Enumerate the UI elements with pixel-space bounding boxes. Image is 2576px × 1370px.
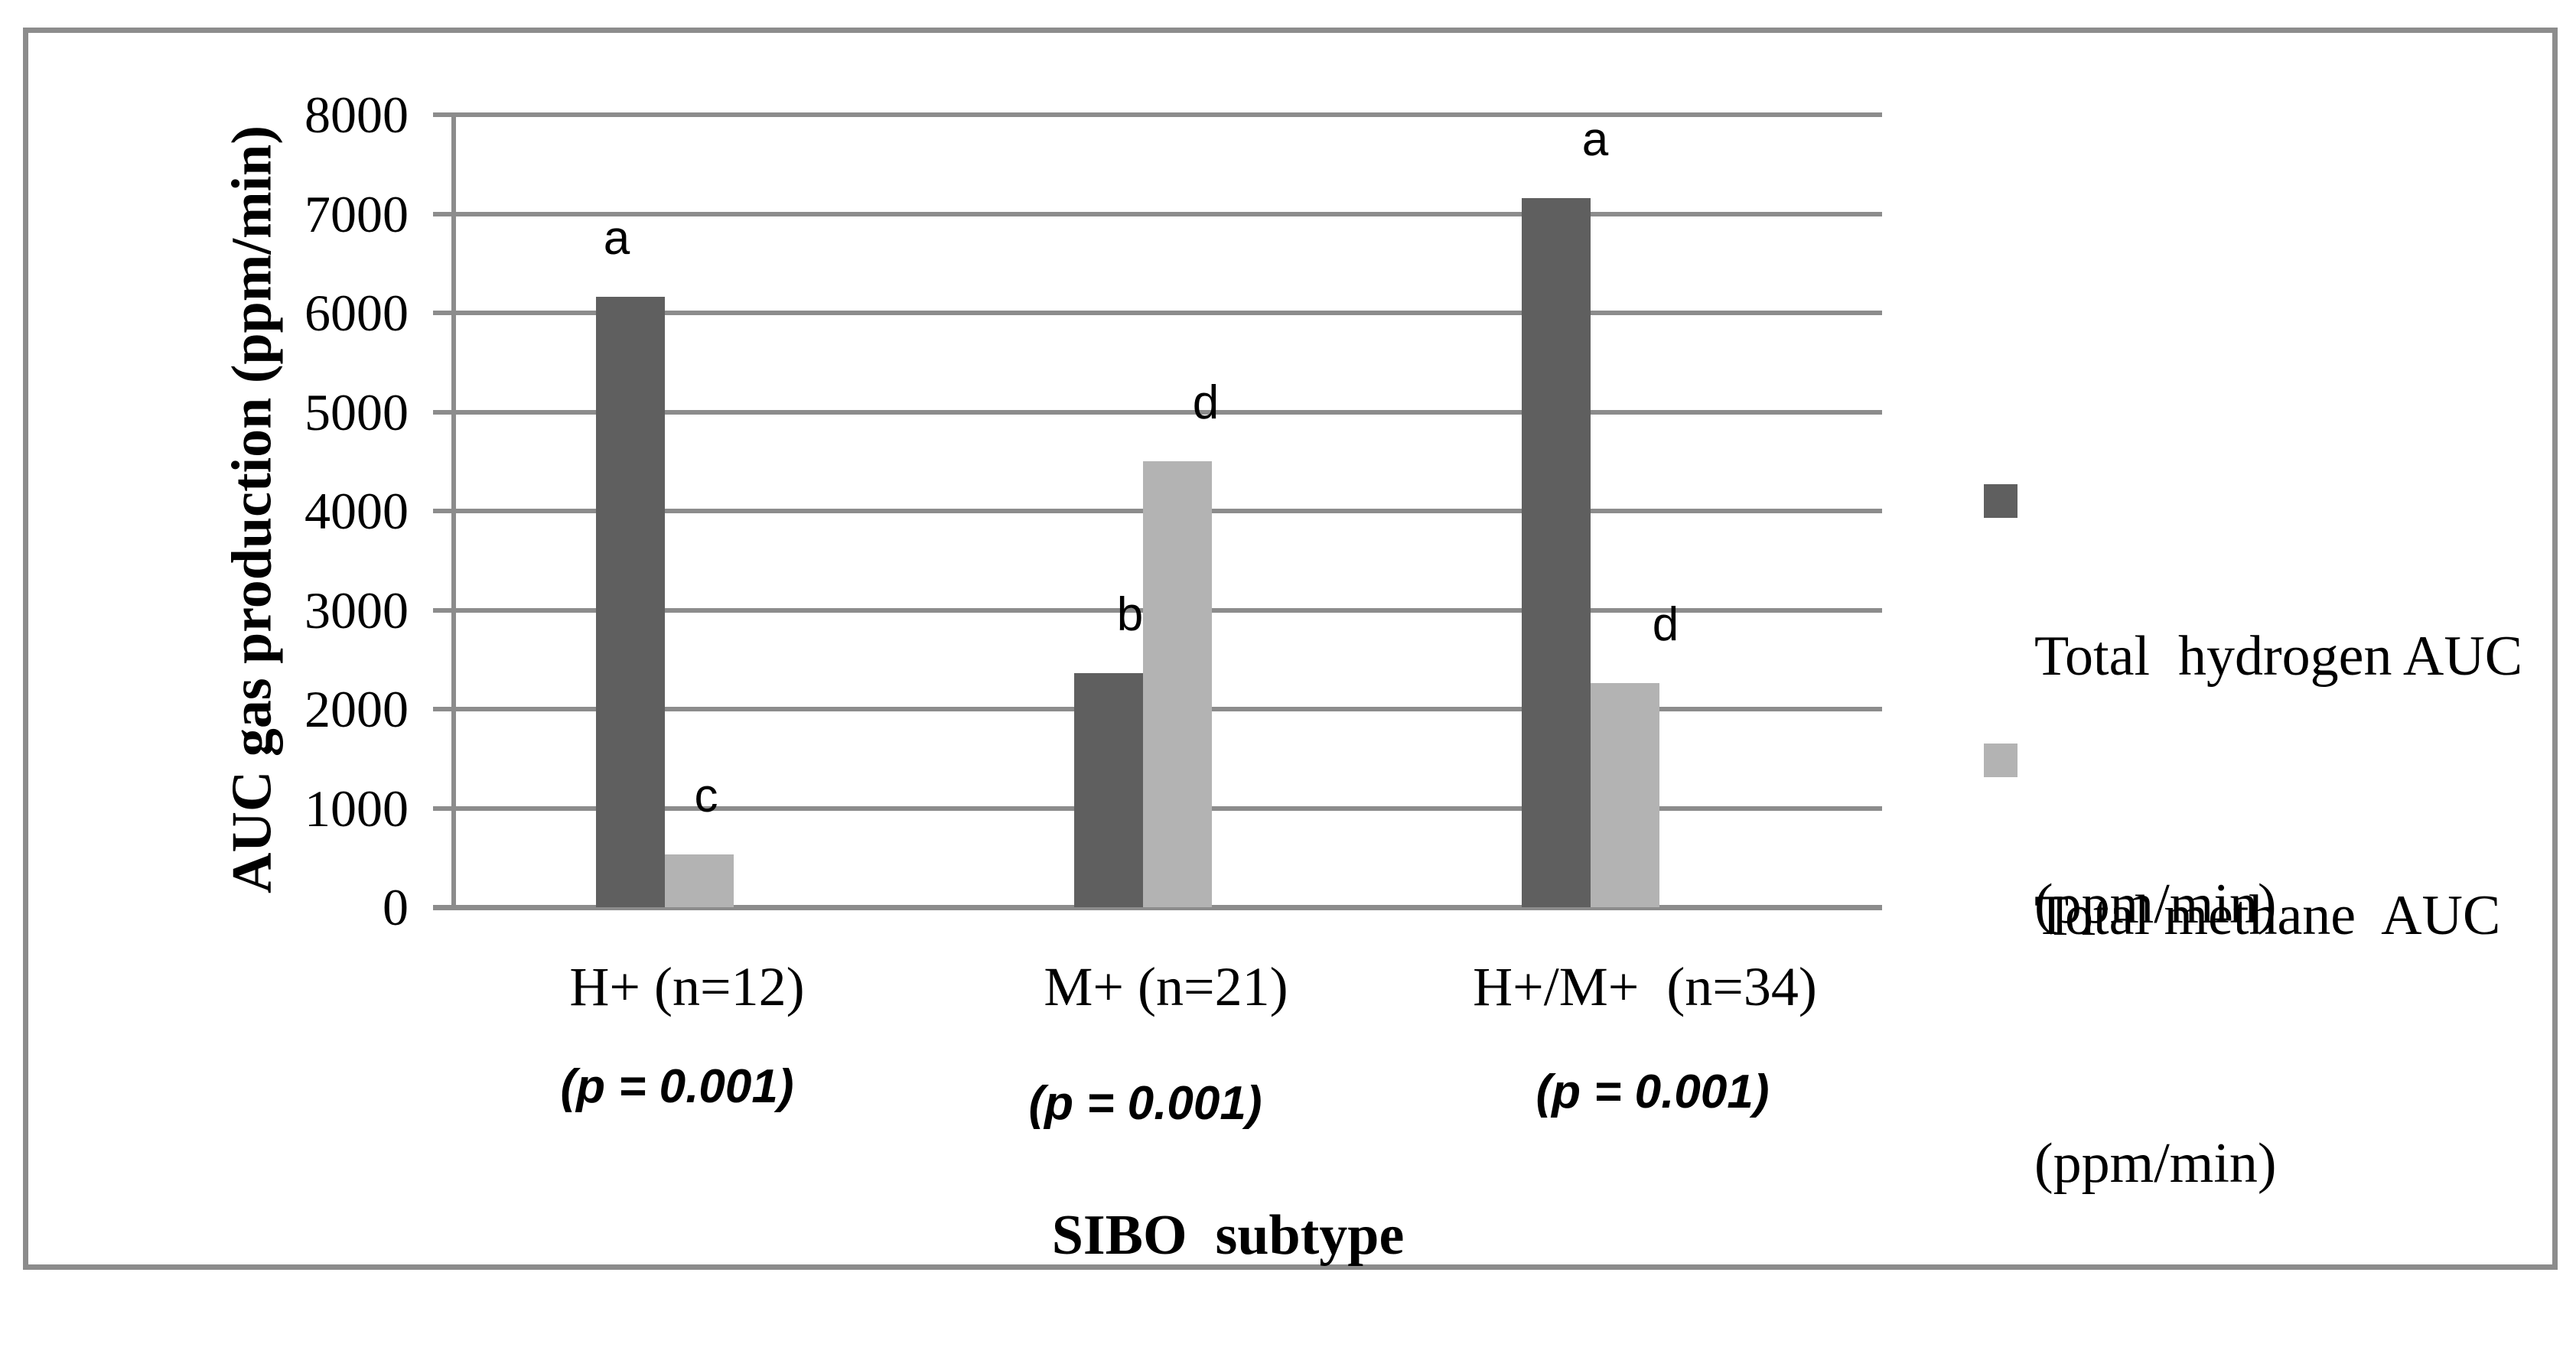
category-label: H+ (n=12) (569, 956, 805, 1017)
p-value-label: (p = 0.001) (1536, 1066, 1770, 1118)
y-axis-line (451, 112, 456, 910)
y-tick-label: 3000 (304, 581, 409, 639)
methane-legend-label: Total methane AUC (ppm/min) (2034, 709, 2562, 1370)
x-axis-line (433, 905, 1882, 910)
methane-legend-label-line1: Total methane AUC (2034, 884, 2501, 947)
y-axis-tick (433, 211, 451, 216)
hydrogen-legend-label-line2: (ppm/min) (2034, 873, 2277, 936)
hydrogen-bar (1074, 673, 1143, 907)
gridline (451, 409, 1882, 415)
y-tick-label: 8000 (304, 86, 409, 144)
hydrogen-bar (596, 297, 665, 907)
y-tick-label: 5000 (304, 382, 409, 441)
y-tick-label: 4000 (304, 482, 409, 540)
p-value-label: (p = 0.001) (1028, 1077, 1262, 1130)
y-tick-label: 0 (383, 878, 409, 936)
y-axis-tick (433, 409, 451, 415)
figure-border-frame (23, 28, 2558, 1270)
gridline (451, 211, 1882, 216)
methane-bar (665, 854, 734, 907)
category-label: H+/M+ (n=34) (1473, 956, 1817, 1017)
y-axis-title: AUC gas production (ppm/min) (220, 125, 284, 893)
p-value-label: (p = 0.001) (560, 1060, 794, 1113)
x-axis-title: SIBO subtype (1051, 1204, 1405, 1267)
y-tick-label: 2000 (304, 680, 409, 738)
gridline (451, 112, 1882, 117)
category-label: M+ (n=21) (1044, 956, 1288, 1017)
y-axis-tick (433, 112, 451, 117)
methane-legend-swatch (1984, 744, 2017, 777)
hydrogen-bar (1522, 197, 1591, 907)
hydrogen-legend-label-line1: Total hydrogen AUC (2034, 625, 2523, 688)
significance-letter: a (1581, 112, 1609, 166)
methane-legend-label-line2: (ppm/min) (2034, 1132, 2277, 1195)
methane-bar (1591, 683, 1659, 907)
gridline (451, 311, 1882, 315)
y-axis-tick (433, 707, 451, 711)
y-axis-tick (433, 509, 451, 513)
significance-letter: b (1116, 588, 1144, 642)
hydrogen-legend-label: Total hydrogen AUC (ppm/min) (2034, 450, 2562, 1111)
methane-bar (1143, 461, 1212, 907)
significance-letter: a (603, 212, 630, 265)
significance-letter: d (1192, 376, 1220, 430)
y-tick-label: 1000 (304, 779, 409, 838)
y-axis-tick (433, 805, 451, 811)
legend: Total hydrogen AUC (ppm/min) Total metha… (1984, 450, 2565, 1195)
y-axis-tick (433, 607, 451, 613)
y-axis-tick (433, 311, 451, 315)
hydrogen-legend-swatch (1984, 484, 2017, 518)
significance-letter: d (1652, 598, 1679, 652)
y-tick-label: 7000 (304, 184, 409, 243)
significance-letter: c (694, 770, 718, 823)
y-tick-label: 6000 (304, 284, 409, 342)
bar-chart-figure: 0 1000 2000 3000 4000 5000 6000 7000 8000 a b a c d d H… (23, 28, 2565, 1270)
